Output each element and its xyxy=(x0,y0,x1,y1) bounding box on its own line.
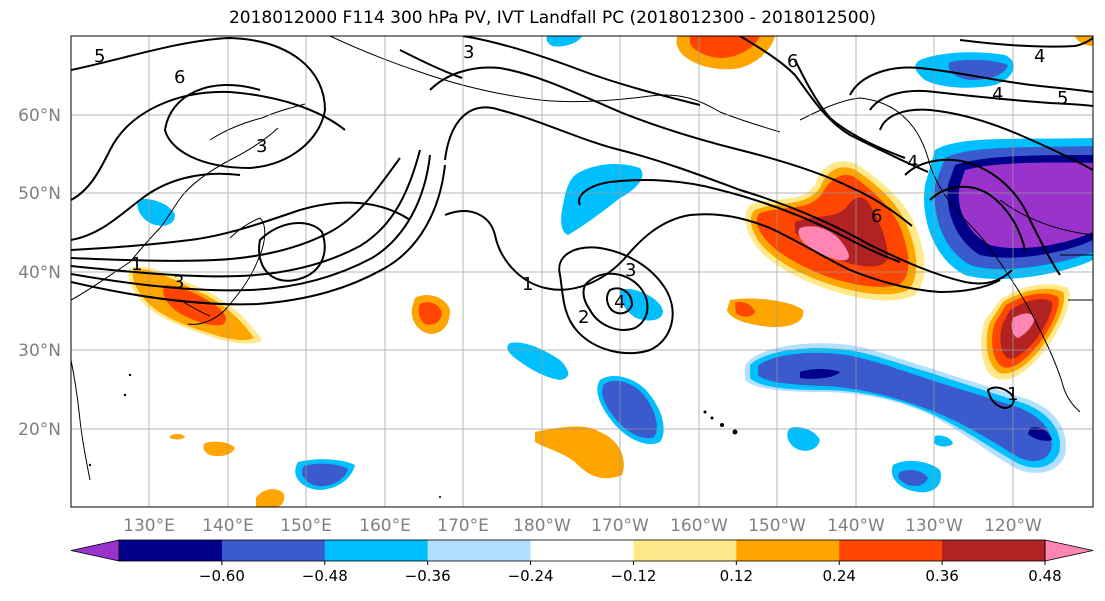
contour-label: 1 xyxy=(1007,384,1018,405)
colorbar-tick-label: −0.60 xyxy=(199,567,245,585)
colorbar-cell xyxy=(839,540,943,561)
lat-label: 30°N xyxy=(18,341,61,361)
colorbar-tick-label: 0.24 xyxy=(823,567,856,585)
map-frame xyxy=(70,35,1094,508)
lon-label: 130°W xyxy=(905,516,963,536)
contour-label: 5 xyxy=(1057,88,1068,109)
longitude-labels: 130°E 140°E 150°E 160°E 170°E 180°W 170°… xyxy=(123,516,1042,536)
contour-labels: 5 6 3 3 1 1 2 3 4 6 6 4 4 5 1 3 4 xyxy=(94,42,1068,405)
contour-label: 3 xyxy=(625,260,636,281)
islands xyxy=(88,373,738,498)
colorbar-cell xyxy=(633,540,737,561)
colorbar-cell xyxy=(221,540,326,561)
lon-label: 140°E xyxy=(202,516,254,536)
contour-label: 1 xyxy=(522,274,533,295)
latitude-labels: 60°N 50°N 40°N 30°N 20°N xyxy=(18,106,61,440)
pv-contours xyxy=(71,36,1093,410)
colorbar-cell xyxy=(427,540,532,561)
colorbar-tick-label: −0.12 xyxy=(610,567,656,585)
map-title: 2018012000 F114 300 hPa PV, IVT Landfall… xyxy=(228,8,876,28)
contour-label: 6 xyxy=(871,206,882,227)
colorbar-extend-min xyxy=(70,539,120,562)
colorbar-cell xyxy=(736,540,840,561)
colorbar-extend-max xyxy=(1044,539,1094,562)
contour-label: 3 xyxy=(256,136,267,157)
contour-label: 2 xyxy=(578,307,589,328)
contour-label: 3 xyxy=(463,42,474,63)
contour-label: 4 xyxy=(1034,46,1045,67)
lat-label: 20°N xyxy=(18,420,61,440)
contour-label: 4 xyxy=(614,292,625,313)
contour-label: 6 xyxy=(174,67,185,88)
colorbar-cells xyxy=(70,539,1094,562)
lon-label: 170°W xyxy=(591,516,649,536)
lon-label: 120°W xyxy=(984,516,1042,536)
lon-label: 130°E xyxy=(123,516,175,536)
lon-label: 150°W xyxy=(748,516,806,536)
contour-label: 4 xyxy=(992,84,1003,105)
gridlines xyxy=(71,36,1093,507)
lon-label: 140°W xyxy=(827,516,885,536)
lat-label: 60°N xyxy=(18,106,61,126)
colorbar-tick-label: −0.24 xyxy=(508,567,554,585)
lon-label: 150°E xyxy=(280,516,332,536)
colorbar-cell xyxy=(119,540,223,561)
lat-label: 40°N xyxy=(18,263,61,283)
colorbar-cell xyxy=(942,540,1046,561)
lon-label: 160°W xyxy=(670,516,728,536)
colorbar-cell xyxy=(324,540,429,561)
contour-label: 6 xyxy=(787,51,798,72)
lon-label: 180°W xyxy=(513,516,571,536)
colorbar-tick-label: 0.48 xyxy=(1028,567,1061,585)
contour-label: 1 xyxy=(131,254,142,275)
colorbar-ticks: −0.60 −0.48 −0.36 −0.24 −0.12 0.12 0.24 0.36 0.4… xyxy=(199,561,1062,585)
contour-label: 3 xyxy=(173,272,184,293)
colorbar-tick-label: 0.12 xyxy=(720,567,753,585)
lon-label: 160°E xyxy=(359,516,411,536)
colorbar-tick-label: −0.48 xyxy=(302,567,348,585)
colorbar-tick-label: −0.36 xyxy=(405,567,451,585)
lat-label: 50°N xyxy=(18,184,61,204)
colorbar-cell xyxy=(530,540,634,561)
colorbar-tick-label: 0.36 xyxy=(925,567,958,585)
coastlines xyxy=(71,36,1093,481)
colorbar: −0.60 −0.48 −0.36 −0.24 −0.12 0.12 0.24 0.36 0.4… xyxy=(70,539,1094,585)
colorbar-outline xyxy=(118,539,1046,562)
map-content: 5 6 3 3 1 1 2 3 4 6 6 4 4 5 1 3 4 xyxy=(71,36,1093,507)
lon-label: 170°E xyxy=(437,516,489,536)
contour-label: 4 xyxy=(907,152,918,173)
contour-label: 5 xyxy=(94,46,105,67)
